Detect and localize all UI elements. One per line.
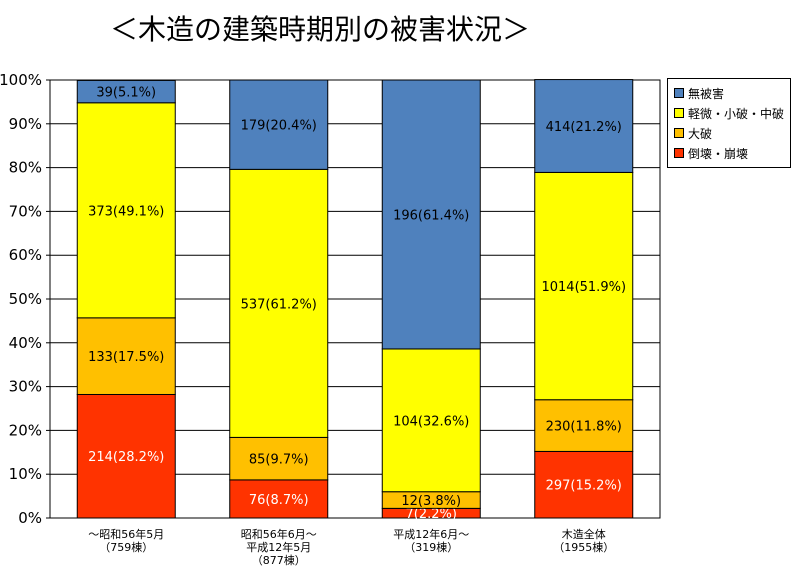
- bar-segment: [229, 479, 329, 519]
- legend-item: 大破: [674, 123, 784, 143]
- x-tick-label: 昭和56年6月～: [241, 527, 317, 541]
- y-tick-label: 60%: [9, 246, 42, 264]
- legend-item: 無被害: [674, 83, 784, 103]
- data-label: 230(11.8%): [546, 420, 622, 435]
- bar-segment: [534, 450, 634, 519]
- data-label: 76(8.7%): [249, 493, 309, 508]
- x-tick-label: （759棟）: [99, 540, 153, 554]
- legend-item: 倒壊・崩壊: [674, 143, 784, 163]
- chart-title: ＜木造の建築時期別の被害状況＞: [109, 13, 530, 46]
- bar-segment: [534, 171, 634, 401]
- legend-label: 大破: [688, 126, 713, 141]
- bar-segment: [229, 79, 329, 170]
- x-tick-label: 木造全体: [562, 527, 606, 541]
- data-label: 537(61.2%): [241, 297, 317, 312]
- data-label: 133(17.5%): [88, 350, 164, 365]
- y-tick-label: 40%: [9, 334, 42, 352]
- y-tick-label: 90%: [9, 115, 42, 133]
- x-tick-label: ～昭和56年5月: [88, 527, 164, 541]
- bar-segment: [76, 317, 176, 395]
- data-label: 214(28.2%): [88, 450, 164, 465]
- data-label: 179(20.4%): [241, 119, 317, 134]
- bar-segment: [381, 348, 481, 493]
- y-tick-label: 80%: [9, 159, 42, 177]
- y-tick-label: 100%: [0, 71, 42, 89]
- bar-segment: [76, 102, 176, 319]
- legend-label: 軽微・小破・中破: [688, 106, 785, 121]
- y-tick-label: 10%: [9, 465, 42, 483]
- x-tick-label: （877棟）: [252, 553, 306, 567]
- bar-segment: [76, 79, 176, 104]
- legend-label: 無被害: [688, 86, 725, 101]
- bar-segment: [534, 399, 634, 452]
- x-tick-label: 平成12年6月～: [393, 527, 469, 541]
- legend-swatch: [674, 128, 684, 138]
- data-label: 373(49.1%): [88, 204, 164, 219]
- x-tick-label: （1955棟）: [553, 540, 614, 554]
- bar-segment: [381, 79, 481, 350]
- data-label: 1014(51.9%): [541, 280, 626, 295]
- data-label: 39(5.1%): [96, 86, 156, 101]
- legend: 無被害軽微・小破・中破 大破倒壊・崩壊: [667, 78, 791, 168]
- legend-item: 軽微・小破・中破: [674, 103, 784, 123]
- data-label: 7(2.2%): [406, 507, 457, 522]
- y-tick-label: 20%: [9, 421, 42, 439]
- bar-segment: [76, 393, 176, 519]
- plot-frame: [49, 79, 661, 519]
- bar-segment: [534, 79, 634, 173]
- y-tick-label: 0%: [18, 509, 42, 527]
- data-label: 85(9.7%): [249, 453, 309, 468]
- data-label: 414(21.2%): [546, 120, 622, 135]
- y-tick-label: 70%: [9, 202, 42, 220]
- x-tick-label: 平成12年5月: [246, 540, 311, 554]
- data-label: 196(61.4%): [393, 208, 469, 223]
- y-tick-label: 30%: [9, 378, 42, 396]
- legend-swatch: [674, 148, 684, 158]
- y-tick-label: 50%: [9, 290, 42, 308]
- data-label: 104(32.6%): [393, 414, 469, 429]
- x-tick-label: （319棟）: [404, 540, 458, 554]
- legend-swatch: [674, 88, 684, 98]
- legend-swatch: [674, 108, 684, 118]
- bar-segment: [229, 168, 329, 438]
- data-label: 297(15.2%): [546, 479, 622, 494]
- data-label: 12(3.8%): [401, 494, 461, 509]
- legend-label: 倒壊・崩壊: [688, 146, 749, 161]
